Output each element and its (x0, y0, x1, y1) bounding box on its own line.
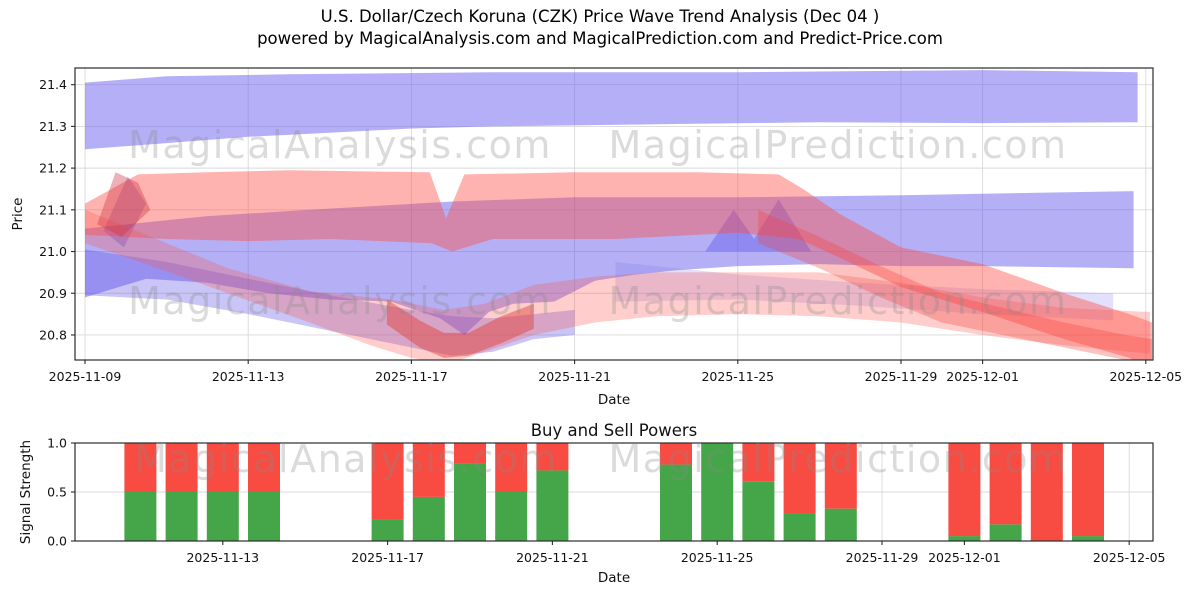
axis-ticks-labels: 21.4 21.3 21.2 21.1 21.0 20.9 20.8 2025-11-09 20… (39, 77, 1182, 565)
watermarks: MagicalAnalysis.com MagicalPrediction.com… (128, 123, 1068, 481)
bar-buy-2025-11-26 (742, 481, 775, 541)
power-chart-title: Buy and Sell Powers (531, 421, 698, 440)
bar-buy-2025-11-19 (454, 463, 486, 541)
bar-sell-2025-11-20 (495, 443, 528, 492)
axis-titles: Date Price Date Signal Strength Buy and Sell… (10, 198, 697, 586)
figure-title: U.S. Dollar/Czech Koruna (CZK) Price Wav… (320, 7, 880, 26)
buy-sell-bars (124, 443, 1104, 541)
bar-sell-2025-11-26 (742, 443, 775, 482)
figure-subtitle: powered by MagicalAnalysis.com and Magic… (257, 29, 943, 48)
power-xtick: 2025-11-25 (681, 550, 754, 565)
bar-sell-2025-11-13 (206, 443, 239, 492)
bar-buy-2025-11-14 (248, 492, 280, 541)
bar-buy-2025-11-27 (783, 513, 816, 541)
band-lower-left-band-blue (85, 249, 575, 356)
band-left-fan-spike-red (97, 172, 151, 237)
bar-buy-2025-11-20 (495, 492, 528, 541)
bar-sell-2025-11-24 (660, 443, 692, 465)
bar-buy-2025-11-24 (660, 464, 692, 541)
price-ytick: 20.8 (39, 327, 67, 342)
band-lower-wave-band-red (85, 209, 1150, 360)
bar-sell-2025-11-11 (124, 443, 157, 492)
bar-buy-2025-11-21 (536, 470, 569, 541)
bar-sell-2025-11-18 (412, 443, 445, 497)
bar-sell-2025-12-03 (1030, 443, 1063, 541)
bar-buy-2025-11-13 (206, 492, 239, 541)
bar-sell-2025-11-28 (824, 443, 857, 509)
watermark-text: MagicalPrediction.com (609, 123, 1068, 167)
price-xtick: 2025-12-01 (946, 369, 1019, 384)
power-xtick: 2025-11-21 (516, 550, 589, 565)
price-xtick: 2025-12-05 (1109, 369, 1182, 384)
price-xtick: 2025-11-17 (375, 369, 448, 384)
bar-buy-2025-12-02 (989, 524, 1022, 541)
bar-sell-2025-12-01 (948, 443, 981, 537)
price-xtick: 2025-11-25 (701, 369, 774, 384)
bar-buy-2025-11-12 (165, 492, 198, 541)
power-ytick: 0.5 (47, 485, 67, 500)
price-xtick: 2025-11-21 (538, 369, 611, 384)
price-ytick: 21.0 (39, 244, 67, 259)
power-xtick: 2025-11-17 (351, 550, 424, 565)
bar-sell-2025-11-21 (536, 443, 569, 471)
bar-buy-2025-11-18 (412, 496, 445, 541)
bar-sell-2025-11-12 (165, 443, 198, 492)
bar-buy-2025-12-01 (948, 536, 981, 541)
price-ytick: 21.4 (39, 77, 67, 92)
band-left-fan-spike-blue (103, 176, 147, 248)
bar-buy-2025-12-04 (1072, 536, 1104, 541)
band-upper-forecast-band-blue (85, 70, 1138, 150)
band-main-forecast-band-red (85, 170, 1152, 360)
power-xtick: 2025-12-05 (1093, 550, 1166, 565)
band-right-descent-band-red (758, 209, 1152, 360)
bar-sell-2025-11-27 (783, 443, 816, 514)
price-ytick: 21.1 (39, 202, 67, 217)
power-ytick: 0.0 (47, 534, 67, 549)
bar-sell-2025-11-17 (371, 443, 404, 520)
price-ytick: 20.9 (39, 286, 67, 301)
power-ylabel: Signal Strength (18, 440, 34, 544)
bar-buy-2025-11-17 (371, 519, 404, 541)
price-ytick: 21.3 (39, 119, 67, 134)
power-xtick: 2025-11-29 (846, 550, 919, 565)
band-mid-trend-band-blue (85, 191, 1134, 335)
bar-sell-2025-11-19 (454, 443, 486, 464)
watermark-text: MagicalAnalysis.com (128, 279, 552, 323)
wave-bands (85, 70, 1152, 360)
price-xtick: 2025-11-29 (865, 369, 938, 384)
figure-title-block: U.S. Dollar/Czech Koruna (CZK) Price Wav… (0, 6, 1200, 50)
bar-buy-2025-11-28 (824, 508, 857, 541)
watermark-text: MagicalAnalysis.com (134, 437, 558, 481)
price-ylabel: Price (10, 198, 26, 231)
price-ytick: 21.2 (39, 161, 67, 176)
price-xtick: 2025-11-09 (49, 369, 122, 384)
band-dip-core-dark-red (386, 299, 534, 358)
power-xtick: 2025-12-01 (928, 550, 1001, 565)
bar-sell-2025-11-14 (248, 443, 280, 492)
band-purple-peaks-blue-bump (705, 199, 812, 252)
watermark-text: MagicalPrediction.com (609, 279, 1068, 323)
watermark-text: MagicalPrediction.com (609, 437, 1068, 481)
power-xlabel: Date (598, 570, 630, 586)
price-xlabel: Date (598, 392, 630, 408)
watermark-text: MagicalAnalysis.com (128, 123, 552, 167)
power-xtick: 2025-11-13 (186, 550, 259, 565)
bar-sell-2025-12-02 (989, 443, 1022, 525)
bar-buy-2025-11-11 (124, 492, 157, 541)
band-faint-right-band-blue (615, 262, 1114, 321)
bar-buy-2025-11-25 (701, 443, 734, 541)
price-xtick: 2025-11-13 (212, 369, 285, 384)
power-ytick: 1.0 (47, 436, 67, 451)
bar-sell-2025-12-04 (1072, 443, 1104, 537)
